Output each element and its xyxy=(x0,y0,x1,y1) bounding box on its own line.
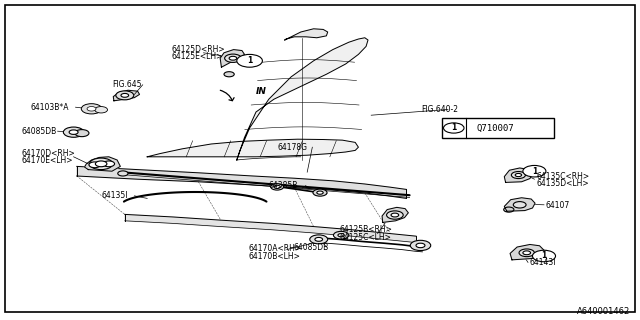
Circle shape xyxy=(310,235,328,244)
Text: 1: 1 xyxy=(451,124,456,132)
Circle shape xyxy=(317,191,323,194)
Circle shape xyxy=(515,173,522,177)
Circle shape xyxy=(513,202,526,208)
Polygon shape xyxy=(504,168,532,182)
Text: Q710007: Q710007 xyxy=(477,124,515,132)
Text: 64135I: 64135I xyxy=(101,191,127,200)
Text: IN: IN xyxy=(256,87,267,96)
Text: 64143I: 64143I xyxy=(530,258,556,267)
Circle shape xyxy=(519,249,534,257)
Circle shape xyxy=(271,184,284,190)
Circle shape xyxy=(116,91,134,100)
Circle shape xyxy=(103,161,115,167)
Text: 64125C<LH>: 64125C<LH> xyxy=(339,233,391,242)
Circle shape xyxy=(63,127,84,137)
Text: 64107: 64107 xyxy=(546,201,570,210)
Circle shape xyxy=(95,107,108,113)
Polygon shape xyxy=(77,166,406,198)
Text: 64135D<LH>: 64135D<LH> xyxy=(536,180,589,188)
Circle shape xyxy=(511,172,525,179)
Text: A640001462: A640001462 xyxy=(577,307,630,316)
Text: 1: 1 xyxy=(247,56,252,65)
Text: 64170B<LH>: 64170B<LH> xyxy=(248,252,300,261)
Text: 64170D<RH>: 64170D<RH> xyxy=(21,149,75,158)
Circle shape xyxy=(532,250,556,262)
Circle shape xyxy=(338,234,344,237)
Circle shape xyxy=(229,56,237,60)
Polygon shape xyxy=(382,207,408,222)
Text: 64385B: 64385B xyxy=(269,181,298,190)
Bar xyxy=(442,118,554,138)
Text: 64125E<LH>: 64125E<LH> xyxy=(172,52,223,61)
Text: 64125D<RH>: 64125D<RH> xyxy=(172,45,225,54)
Text: 64103B*A: 64103B*A xyxy=(31,103,69,112)
Circle shape xyxy=(523,251,531,255)
Circle shape xyxy=(118,171,128,176)
Circle shape xyxy=(90,158,113,170)
Polygon shape xyxy=(125,214,416,243)
Text: 64170E<LH>: 64170E<LH> xyxy=(21,156,72,165)
Text: FIG.645: FIG.645 xyxy=(112,80,141,89)
Text: 1: 1 xyxy=(532,167,537,176)
Circle shape xyxy=(274,185,280,188)
Polygon shape xyxy=(113,90,140,101)
Circle shape xyxy=(444,123,464,133)
Circle shape xyxy=(523,165,546,177)
Circle shape xyxy=(87,107,96,111)
Polygon shape xyxy=(237,38,368,160)
Text: 64125B<RH>: 64125B<RH> xyxy=(339,225,392,234)
Polygon shape xyxy=(504,198,535,211)
Circle shape xyxy=(95,161,107,167)
Circle shape xyxy=(237,54,262,67)
Polygon shape xyxy=(220,50,244,67)
Circle shape xyxy=(75,130,89,137)
Text: 64085DB: 64085DB xyxy=(21,127,56,136)
Polygon shape xyxy=(84,157,120,171)
Polygon shape xyxy=(285,29,328,40)
Circle shape xyxy=(416,243,425,248)
Text: 64135C<RH>: 64135C<RH> xyxy=(536,172,589,181)
Circle shape xyxy=(81,104,102,114)
Circle shape xyxy=(504,207,514,212)
Text: 64178G: 64178G xyxy=(277,143,307,152)
Circle shape xyxy=(391,213,399,217)
Circle shape xyxy=(313,189,327,196)
Circle shape xyxy=(225,54,241,62)
Polygon shape xyxy=(147,139,358,157)
Circle shape xyxy=(333,231,349,239)
Text: 64170A<RH>: 64170A<RH> xyxy=(248,244,301,253)
Circle shape xyxy=(410,240,431,251)
Circle shape xyxy=(315,237,323,241)
Circle shape xyxy=(387,211,403,219)
Circle shape xyxy=(69,130,78,134)
Text: FIG.640-2: FIG.640-2 xyxy=(421,105,458,114)
Circle shape xyxy=(89,162,100,168)
Circle shape xyxy=(121,93,129,97)
Circle shape xyxy=(224,72,234,77)
Text: 1: 1 xyxy=(541,252,547,260)
Text: 64085DB: 64085DB xyxy=(293,243,328,252)
Polygon shape xyxy=(510,244,544,260)
